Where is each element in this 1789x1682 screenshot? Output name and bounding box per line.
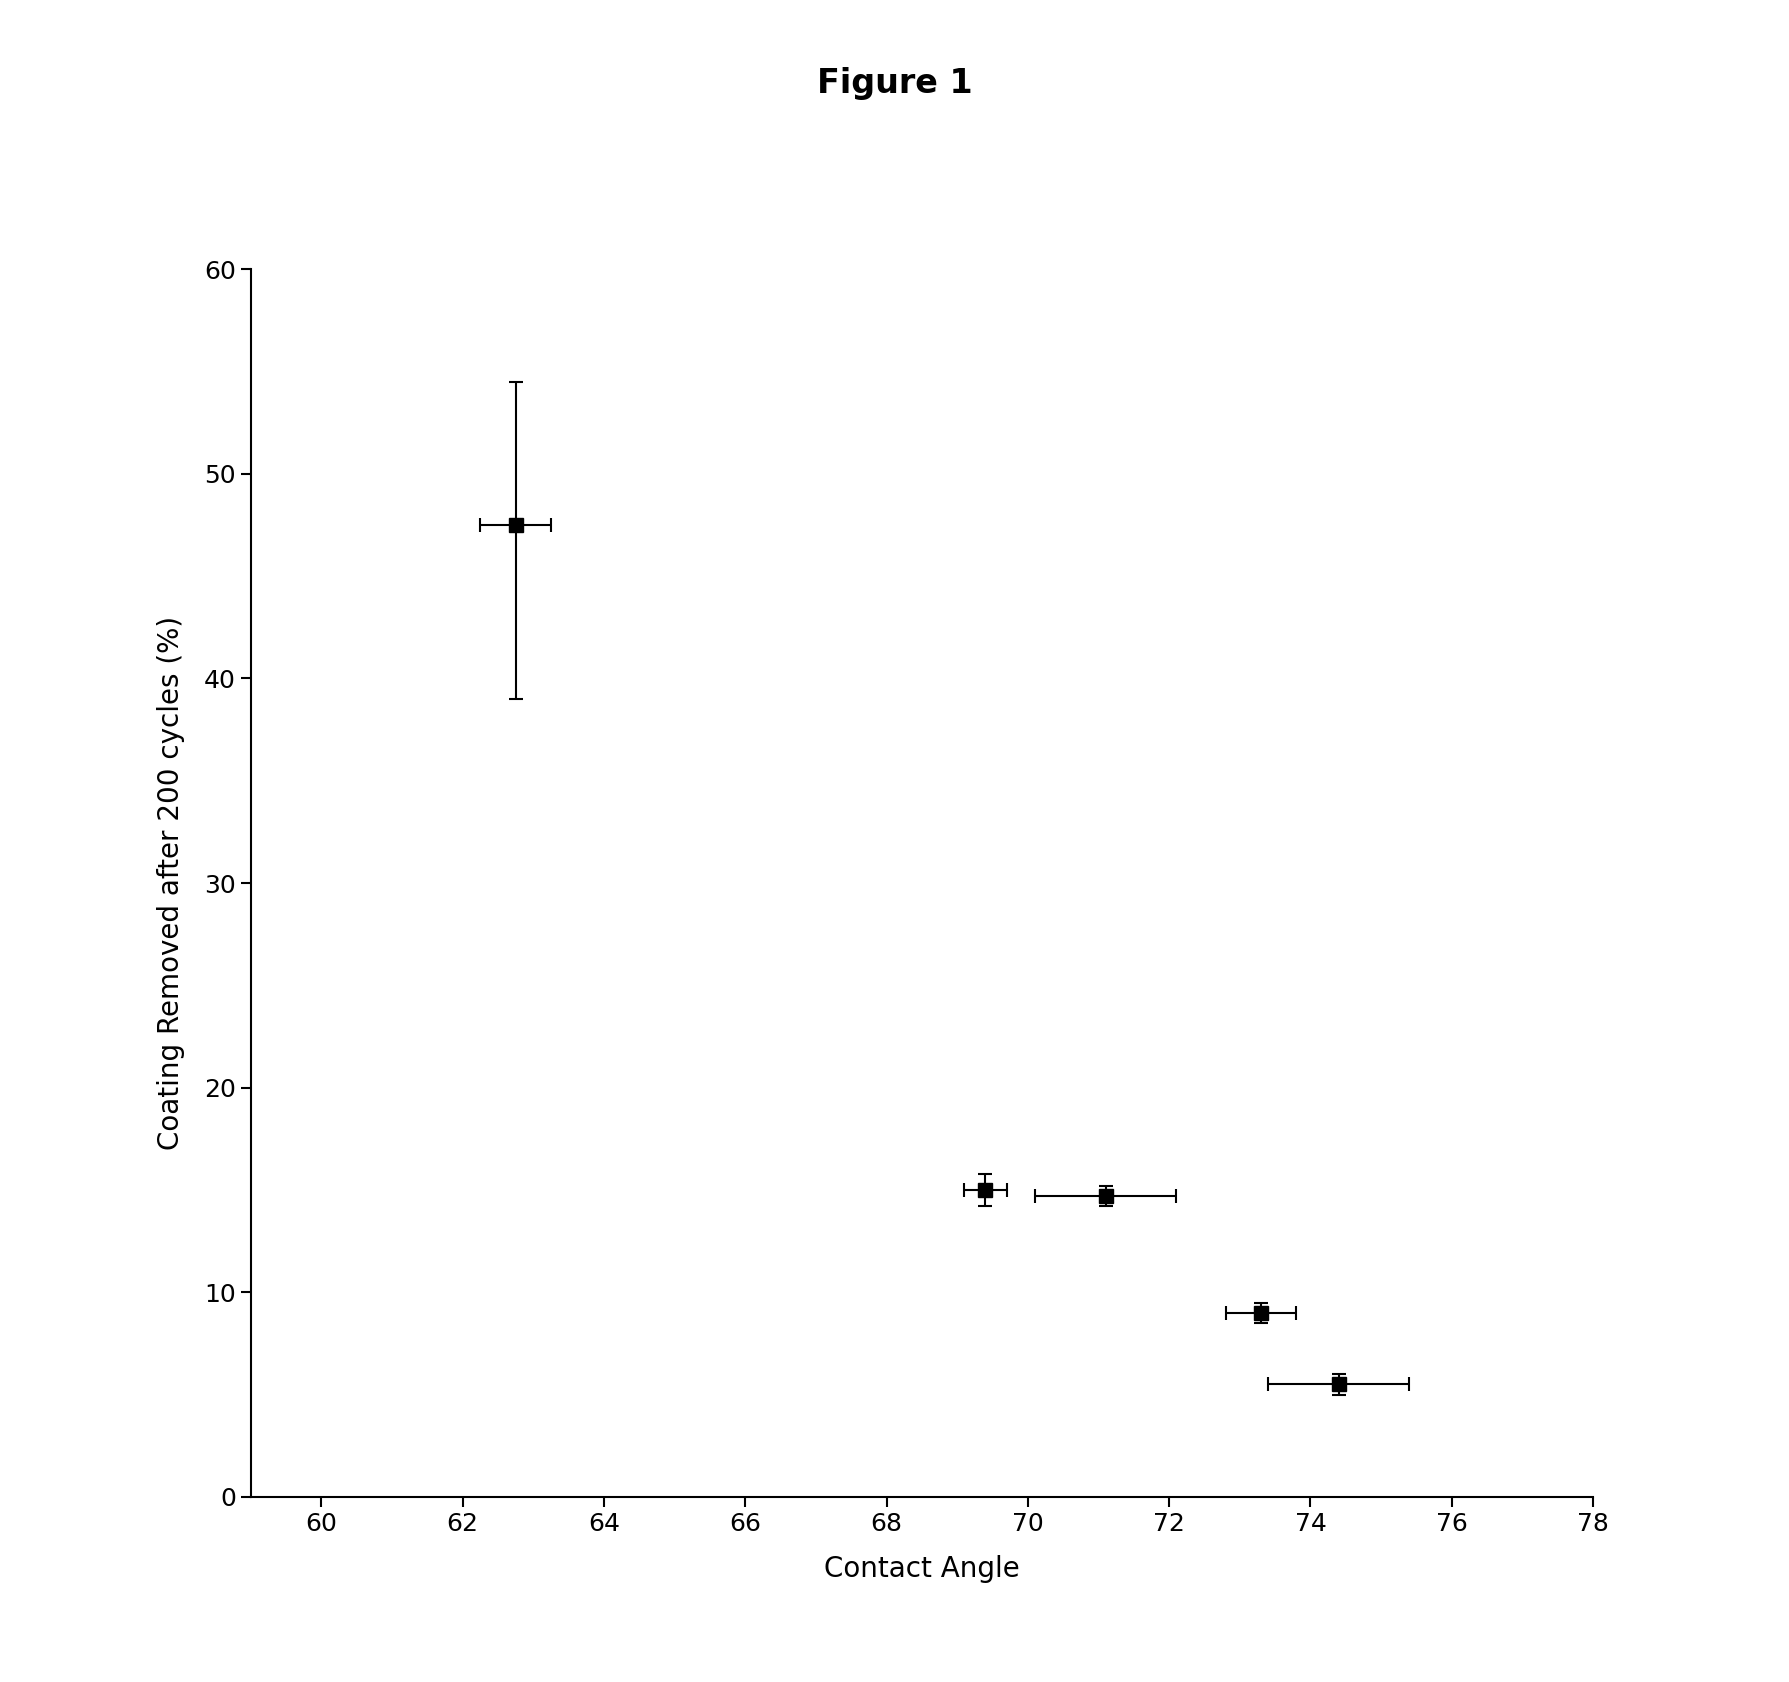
Text: Figure 1: Figure 1 bbox=[818, 67, 971, 101]
X-axis label: Contact Angle: Contact Angle bbox=[823, 1554, 1020, 1583]
Y-axis label: Coating Removed after 200 cycles (%): Coating Removed after 200 cycles (%) bbox=[157, 616, 184, 1150]
